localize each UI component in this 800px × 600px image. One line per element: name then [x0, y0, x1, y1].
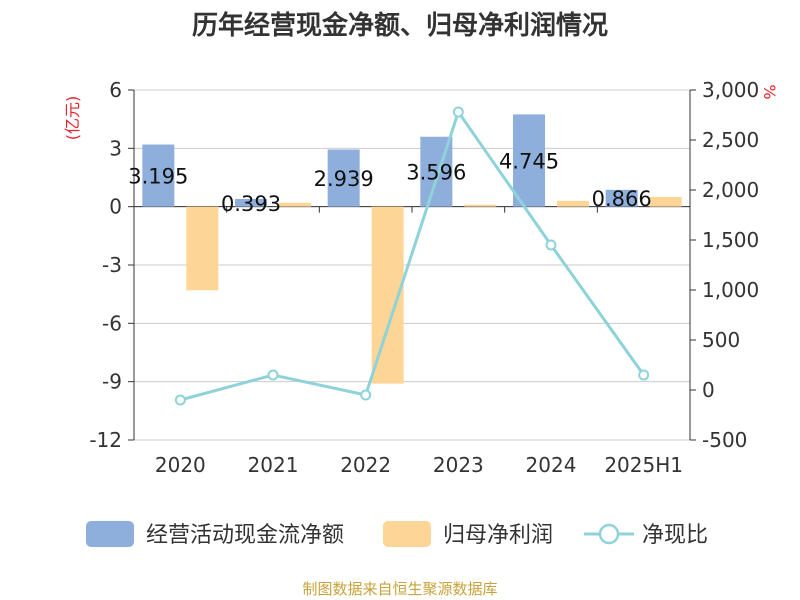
x-tick-label-2025H1: 2025H1	[604, 453, 683, 477]
x-tick-label-2024: 2024	[526, 453, 577, 477]
profit-bar-2025H1	[649, 196, 682, 207]
y-left-tick-label: -12	[89, 428, 122, 452]
x-tick-label-2021: 2021	[248, 453, 299, 477]
data-label-2021: 0.393	[221, 192, 281, 216]
data-label-2020: 3.195	[128, 165, 188, 189]
line-series	[174, 106, 650, 406]
legend-swatch-marker	[598, 523, 620, 545]
cashflow-bar-2022	[327, 149, 360, 207]
ratio-point-2020	[174, 394, 186, 406]
y-right-tick-label: 1,500	[702, 228, 759, 252]
x-tick-labels: 2020 2021 2022 2023 2024 2025H1	[155, 453, 683, 477]
x-tick-label-2020: 2020	[155, 453, 206, 477]
net-cash-ratio-line	[179, 108, 645, 402]
profit-bar-2020	[186, 206, 219, 291]
y-left-tick-label: -6	[102, 311, 122, 335]
x-tick-label-2022: 2022	[340, 453, 391, 477]
legend-label: 净现比	[642, 523, 708, 548]
legend: 经营活动现金流净额 归母净利润 净现比	[86, 521, 708, 548]
legend-label: 经营活动现金流净额	[146, 523, 344, 548]
y-left-tick-label: -9	[102, 370, 122, 394]
profit-bar-2024	[557, 200, 589, 207]
y-right-tick-label: 1,000	[702, 278, 759, 302]
y-right-tick-label: 2,000	[702, 178, 759, 202]
ratio-point-2025H1	[638, 369, 650, 381]
ratio-point-2024	[545, 239, 557, 251]
x-tick-label-2023: 2023	[433, 453, 484, 477]
legend-swatch	[383, 521, 431, 547]
data-labels: 3.195 0.393 2.939 3.596 4.745 0.866	[128, 150, 651, 216]
y-right-tick-label: 500	[702, 328, 740, 352]
y-left-unit: (亿元)	[63, 96, 82, 141]
data-label-2022: 2.939	[314, 167, 374, 191]
data-label-2023: 3.596	[406, 161, 466, 185]
ratio-point-2023	[452, 106, 464, 118]
y-right-tick-label: 3,000	[702, 78, 759, 102]
y-left-tick-label: 0	[109, 195, 122, 219]
y-right-tick-label: 0	[702, 378, 715, 402]
y-right-tick-label: -500	[702, 428, 747, 452]
data-label-2025H1: 0.866	[592, 187, 652, 211]
cashflow-bar-2020	[142, 144, 175, 207]
data-label-2024: 4.745	[499, 150, 559, 174]
profit-bar-2021	[279, 202, 311, 207]
ratio-point-2022	[360, 389, 372, 401]
ratio-point-2021	[267, 369, 279, 381]
y-left-tick-label: -3	[102, 253, 122, 277]
cashflow-bar-2021	[235, 199, 267, 207]
cashflow-bar-2025H1	[605, 189, 638, 207]
profit-bar-2023	[464, 204, 497, 207]
axes: 6 3 0 -3 -6 -9 -12 3,000 2,500 2,000 1,500 1,000 500…	[89, 78, 759, 452]
cashflow-bar-2024	[513, 114, 545, 207]
y-left-tick-label: 6	[109, 78, 122, 102]
y-left-tick-label: 3	[109, 136, 122, 160]
y-right-tick-label: 2,500	[702, 128, 759, 152]
legend-swatch	[86, 521, 134, 547]
y-right-unit: %	[760, 84, 779, 99]
legend-label: 归母净利润	[443, 523, 553, 548]
chart-title: 历年经营现金净额、归母净利润情况	[192, 10, 608, 41]
source-note: 制图数据来自恒生聚源数据库	[302, 580, 497, 598]
